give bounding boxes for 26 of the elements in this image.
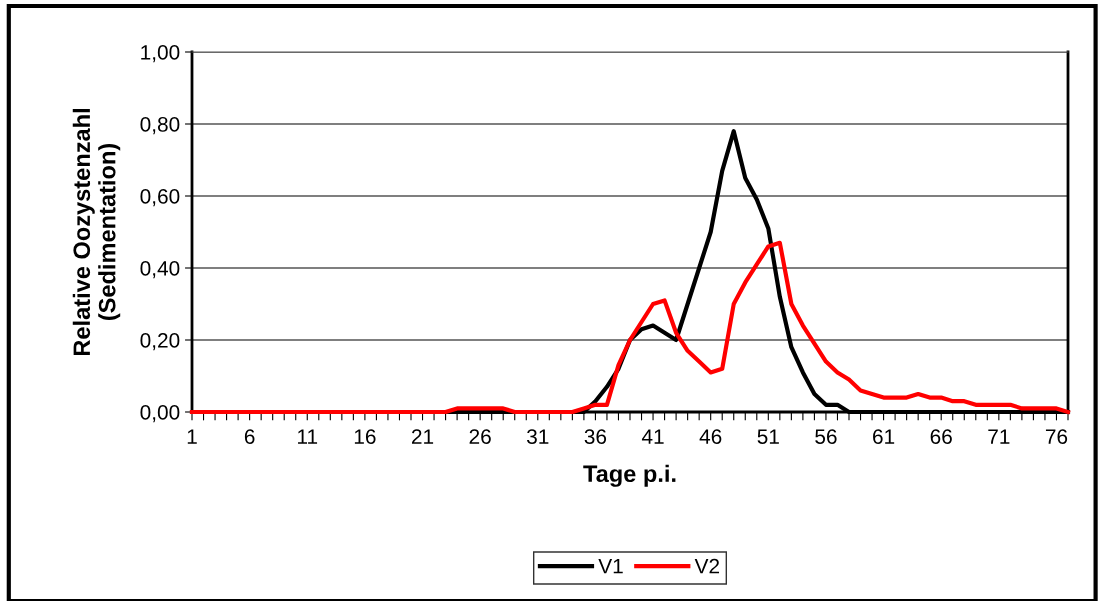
y-axis-title: Relative Oozystenzahl (Sedimentation) [72,109,121,356]
x-tick-label: 31 [527,429,549,444]
y-tick-label: 1,00 [141,45,180,63]
x-tick-label: 6 [244,429,255,444]
legend-label: V1 [598,559,623,574]
y-tick-label: 0,60 [140,189,180,207]
x-tick-label: 46 [699,429,722,444]
x-tick-label: 26 [469,429,491,444]
x-tick-label: 41 [641,429,664,444]
y-tick-label: 0,40 [140,261,180,279]
x-tick-label: 36 [584,429,607,444]
y-tick-label: 0,80 [140,117,180,135]
x-tick-label: 1 [187,429,197,444]
x-tick-label: 11 [298,429,318,444]
y-tick-label: 0,00 [140,405,180,423]
x-tick-label: 16 [354,429,376,444]
x-tick-label: 71 [988,429,1010,444]
y-tick-label: 0,20 [140,333,180,351]
x-tick-label: 51 [757,429,779,444]
x-tick-label: 66 [930,429,952,444]
x-axis-title: Tage p.i. [583,464,676,487]
x-tick-label: 61 [873,429,895,444]
x-tick-label: 76 [1045,429,1068,444]
x-tick-label: 21 [411,429,434,444]
legend-label: V2 [694,558,720,574]
x-tick-label: 56 [815,429,837,444]
